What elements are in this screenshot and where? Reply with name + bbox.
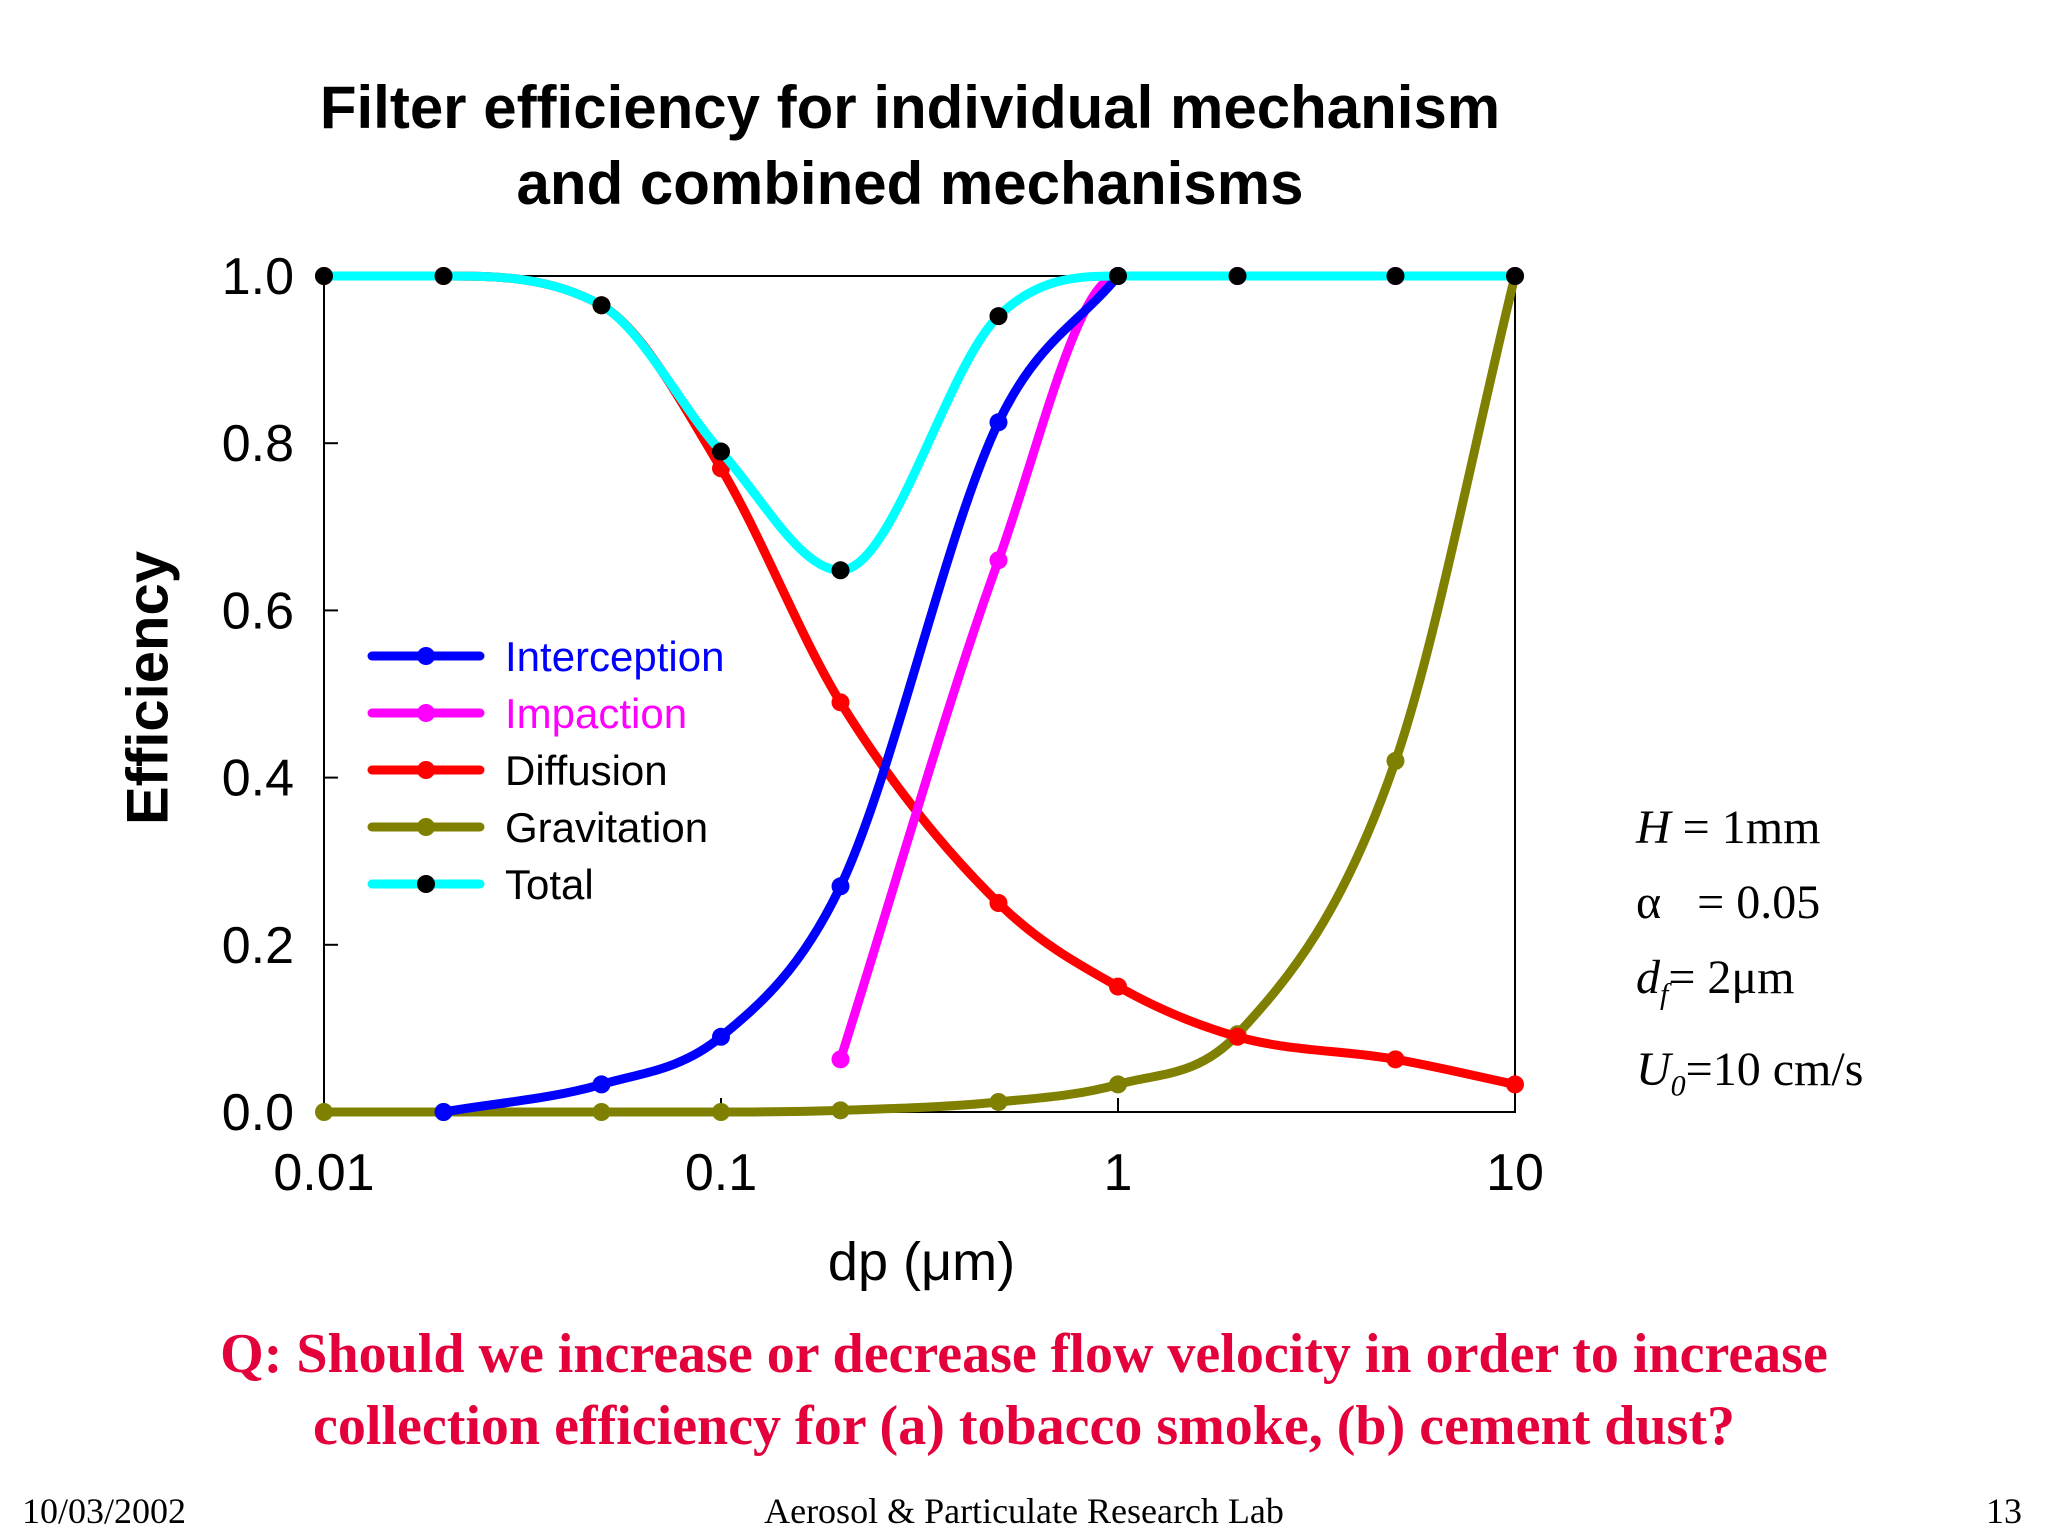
diffusion-point xyxy=(1506,1075,1524,1094)
param-df: df= 2μm xyxy=(1636,951,1795,1011)
legend-total-label: Total xyxy=(505,861,594,908)
gravitation-point xyxy=(1109,1075,1127,1094)
interception-point xyxy=(434,1103,453,1121)
question-text: Q: Should we increase or decrease flow v… xyxy=(60,1318,1988,1462)
interception-point xyxy=(989,413,1008,432)
gravitation-line xyxy=(319,271,1520,1117)
total-point xyxy=(434,267,453,285)
diffusion-line xyxy=(319,271,1520,1089)
y-tick-label: 0.0 xyxy=(222,1084,294,1142)
total-point xyxy=(592,296,611,315)
legend-diffusion-label: Diffusion xyxy=(505,747,668,794)
legend-interception-marker xyxy=(417,647,435,665)
y-tick-label: 0.6 xyxy=(222,582,294,640)
legend-total-marker xyxy=(417,875,435,893)
gravitation-point xyxy=(712,1103,730,1121)
footer-date: 10/03/2002 xyxy=(22,1491,187,1531)
plot-frame xyxy=(323,275,1516,1113)
legend-impaction-marker xyxy=(417,704,435,722)
total-point xyxy=(1109,267,1127,285)
x-tick-label: 10 xyxy=(1486,1144,1544,1202)
diffusion-point xyxy=(1228,1027,1247,1046)
y-tick-label: 1.0 xyxy=(222,248,294,306)
gravitation-point xyxy=(592,1103,611,1121)
total-point xyxy=(989,307,1008,326)
y-axis-label: Efficiency xyxy=(115,551,181,825)
total-point xyxy=(831,561,850,580)
y-tick-label: 0.4 xyxy=(222,750,294,808)
diffusion-point xyxy=(989,894,1008,912)
diffusion-point xyxy=(831,693,850,712)
chart-title: Filter efficiency for individual mechani… xyxy=(200,70,1620,222)
y-tick-label: 0.2 xyxy=(222,917,294,975)
gravitation-point xyxy=(831,1101,850,1120)
x-tick-label: 0.1 xyxy=(685,1144,757,1202)
chart-title-line1: Filter efficiency for individual mechani… xyxy=(319,74,1501,141)
total-point xyxy=(1228,267,1247,285)
question-line1: Q: Should we increase or decrease flow v… xyxy=(220,1323,1828,1385)
x-tick-label: 1 xyxy=(1104,1144,1133,1202)
impaction-point xyxy=(989,551,1008,570)
interception-point xyxy=(712,1027,730,1046)
param-h: H = 1mm xyxy=(1636,801,1821,854)
legend-diffusion-marker xyxy=(417,761,435,779)
param-u0: U0=10 cm/s xyxy=(1636,1042,1864,1103)
legend-interception-label: Interception xyxy=(505,633,724,680)
param-alpha: α = 0.05 xyxy=(1636,876,1821,929)
diffusion-point xyxy=(1109,977,1127,996)
gravitation-point xyxy=(315,1103,333,1121)
footer-page: 13 xyxy=(1986,1491,2022,1531)
diffusion-point xyxy=(1386,1050,1405,1069)
total-point xyxy=(712,442,730,461)
gravitation-point xyxy=(1386,751,1405,770)
footer-lab: Aerosol & Particulate Research Lab xyxy=(764,1491,1284,1531)
total-line xyxy=(319,271,1520,575)
interception-point xyxy=(592,1075,611,1094)
diffusion-point xyxy=(712,459,730,478)
interception-point xyxy=(831,877,850,896)
legend-gravitation-marker xyxy=(417,818,435,836)
chart-title-line2: and combined mechanisms xyxy=(516,150,1304,217)
x-tick-label: 0.01 xyxy=(273,1144,374,1202)
total-point xyxy=(315,267,333,285)
x-axis-label: dp (μm) xyxy=(828,1232,1015,1292)
impaction-line xyxy=(836,271,1520,1064)
total-point xyxy=(1506,267,1524,285)
y-tick-label: 0.8 xyxy=(222,415,294,473)
question-line2: collection efficiency for (a) tobacco sm… xyxy=(313,1395,1735,1457)
legend-gravitation-label: Gravitation xyxy=(505,804,708,851)
gravitation-point xyxy=(989,1092,1008,1111)
parameters-box: H = 1mm α = 0.05 df= 2μm U0=10 cm/s xyxy=(1636,790,1863,1123)
legend-impaction-label: Impaction xyxy=(505,690,687,737)
total-point xyxy=(1386,267,1405,285)
impaction-point xyxy=(831,1050,850,1069)
